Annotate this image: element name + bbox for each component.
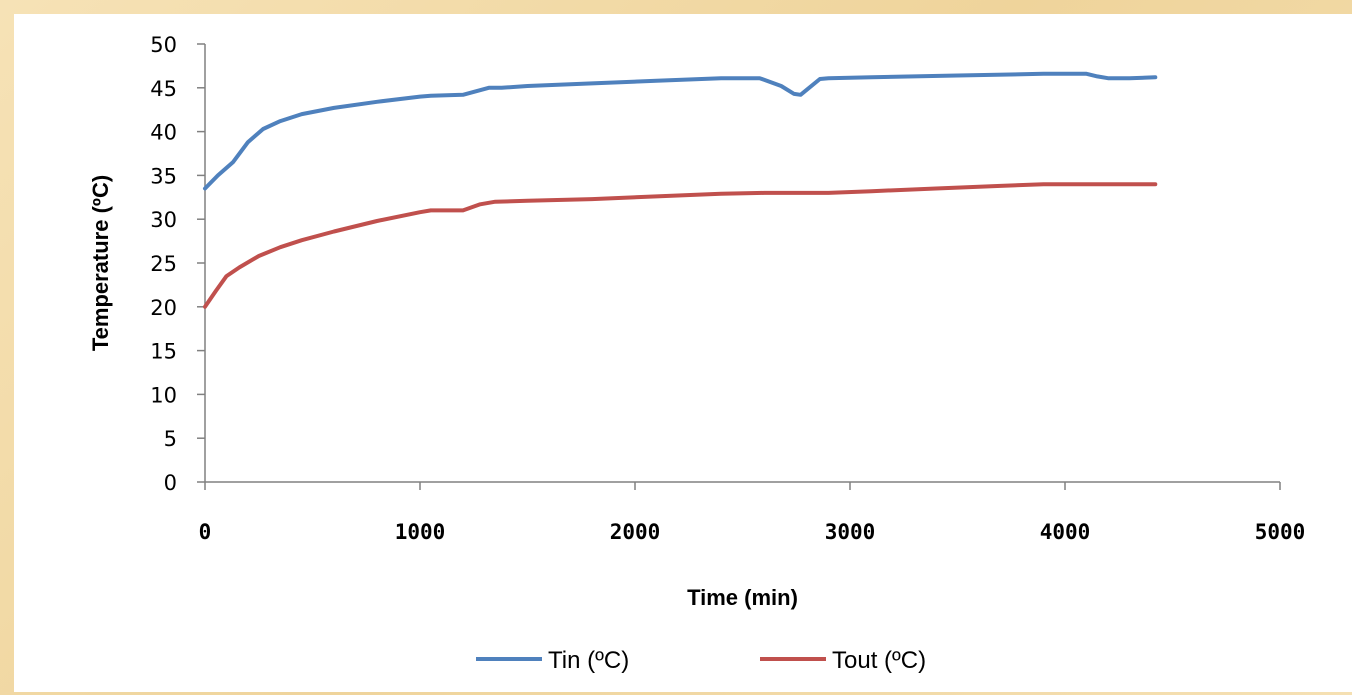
y-tick-label: 25 xyxy=(150,252,177,276)
legend-label-tout: Tout (ºC) xyxy=(832,647,926,674)
y-tick-label: 45 xyxy=(150,77,177,101)
y-tick-label: 20 xyxy=(150,296,177,320)
y-tick-label: 5 xyxy=(164,427,177,451)
series-layer xyxy=(203,71,1158,309)
chart-panel xyxy=(14,14,1352,692)
legend-label-tin: Tin (ºC) xyxy=(548,647,629,674)
x-tick-label: 2000 xyxy=(610,520,661,544)
x-ticks: 0 1000 2000 3000 4000 5000 xyxy=(199,482,1306,544)
y-tick-label: 30 xyxy=(150,208,177,232)
x-tick-label: 3000 xyxy=(825,520,876,544)
y-tick-label: 0 xyxy=(164,471,177,495)
y-tick-label: 15 xyxy=(150,340,177,364)
y-axis-title: Temperature (ºC) xyxy=(88,175,113,351)
x-tick-label: 5000 xyxy=(1255,520,1306,544)
x-tick-label: 0 xyxy=(199,520,212,544)
series-line-tin xyxy=(203,71,1158,191)
series-line-tout xyxy=(203,182,1158,309)
y-tick-label: 35 xyxy=(150,164,177,188)
y-tick-label: 50 xyxy=(150,33,177,57)
axes xyxy=(204,44,1280,483)
y-tick-label: 40 xyxy=(150,121,177,145)
x-tick-label: 4000 xyxy=(1040,520,1091,544)
y-ticks: 0 5 10 15 20 25 30 35 40 45 50 xyxy=(150,33,205,495)
legend: Tin (ºC) Tout (ºC) xyxy=(476,647,926,674)
y-tick-label: 10 xyxy=(150,383,177,407)
x-axis-title: Time (min) xyxy=(687,585,798,610)
x-tick-label: 1000 xyxy=(395,520,446,544)
